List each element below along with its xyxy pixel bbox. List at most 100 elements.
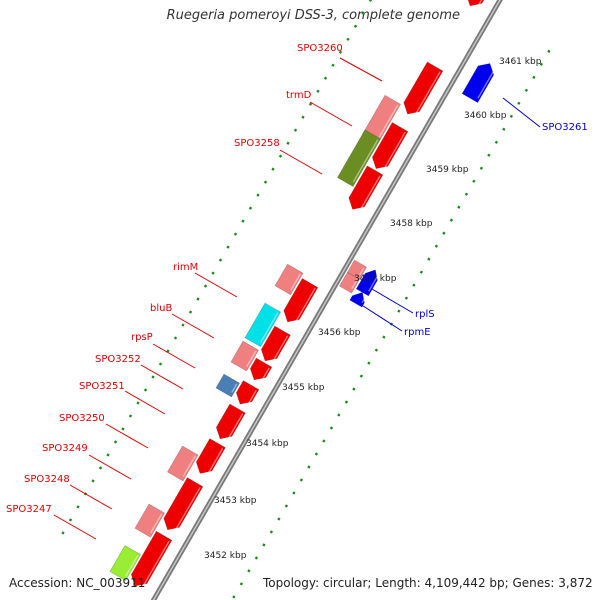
gene-label: SPO3249 bbox=[42, 443, 88, 454]
tick-mark-outer bbox=[98, 466, 103, 470]
scale-label: 3460 kbp bbox=[464, 111, 507, 121]
gene-label: SPO3251 bbox=[79, 381, 125, 392]
gene-arrow-reverse-shade bbox=[368, 273, 380, 292]
tick-mark-outer bbox=[76, 505, 80, 509]
tick-mark-inner bbox=[494, 140, 499, 144]
gene-label-leader bbox=[152, 343, 196, 369]
tick-mark-outer bbox=[203, 284, 208, 288]
gene-arrow-forward-shade bbox=[142, 540, 170, 587]
tick-mark-outer bbox=[211, 271, 215, 275]
tick-mark-inner bbox=[307, 465, 311, 469]
gene-block-SPO3247-shade bbox=[150, 513, 163, 534]
gene-arrow-forward bbox=[130, 530, 173, 587]
tick-mark-outer bbox=[353, 24, 358, 28]
gene-label-leader bbox=[53, 514, 97, 540]
tick-mark-outer bbox=[106, 453, 110, 457]
tick-mark-inner bbox=[382, 335, 386, 339]
gene-arrow-forward-shade bbox=[477, 0, 483, 7]
gene-label: rplS bbox=[415, 309, 435, 320]
tick-mark-outer bbox=[233, 232, 238, 236]
tick-mark-outer bbox=[278, 154, 283, 158]
tick-mark-outer bbox=[361, 11, 365, 15]
tick-mark-outer bbox=[136, 401, 140, 405]
tick-mark-outer bbox=[91, 479, 95, 483]
gene-arrow-forward-shade bbox=[261, 367, 270, 381]
tick-mark-inner bbox=[352, 387, 356, 391]
gene-label: trmD bbox=[286, 90, 312, 101]
gene-label: rpsP bbox=[131, 332, 153, 343]
tick-mark-outer bbox=[226, 245, 230, 249]
tick-mark-inner bbox=[524, 88, 529, 92]
tick-mark-inner bbox=[532, 75, 536, 79]
tick-mark-outer bbox=[346, 37, 350, 41]
gene-block-rplS-shade bbox=[351, 279, 358, 289]
gene-label-leader bbox=[69, 484, 113, 510]
gene-block-SPO3251-shade bbox=[231, 383, 238, 393]
gene-block-SPO3251 bbox=[215, 373, 240, 398]
tick-mark-outer bbox=[173, 336, 178, 340]
tick-mark-outer bbox=[248, 206, 253, 210]
tick-mark-inner bbox=[434, 244, 439, 248]
tick-mark-outer bbox=[256, 193, 260, 197]
scale-label: 3453 kbp bbox=[214, 496, 257, 506]
tick-mark-inner bbox=[254, 556, 259, 560]
gene-block-trmD bbox=[362, 94, 401, 144]
tick-mark-inner bbox=[442, 231, 446, 235]
tick-mark-inner bbox=[367, 361, 371, 365]
map-title: Ruegeria pomeroyi DSS-3, complete genome bbox=[166, 8, 460, 23]
gene-label-leader bbox=[140, 364, 184, 390]
gene-arrow-forward bbox=[249, 357, 273, 381]
gene-label: rimM bbox=[173, 262, 198, 273]
tick-mark-inner bbox=[247, 569, 251, 573]
gene-block-SPO3258 bbox=[337, 129, 381, 187]
gene-label-leader bbox=[339, 57, 383, 82]
tick-mark-outer bbox=[331, 63, 335, 67]
tick-mark-inner bbox=[322, 439, 326, 443]
scale-label: 3454 kbp bbox=[246, 439, 289, 449]
tick-mark-outer bbox=[316, 89, 320, 93]
tick-mark-outer bbox=[128, 414, 133, 418]
tick-mark-outer bbox=[308, 102, 313, 106]
gene-label-leader bbox=[279, 149, 323, 175]
gene-arrow-forward bbox=[260, 325, 291, 362]
gene-arrow-reverse bbox=[461, 63, 495, 104]
gene-arrow-forward bbox=[371, 122, 409, 169]
tick-mark-inner bbox=[337, 413, 341, 417]
gene-block-rpsP-shade bbox=[246, 350, 257, 367]
gene-label-leader bbox=[105, 423, 149, 449]
tick-mark-inner bbox=[344, 400, 349, 404]
tick-mark-inner bbox=[269, 530, 274, 534]
gene-label-leader bbox=[171, 313, 215, 339]
gene-label: SPO3250 bbox=[59, 413, 105, 424]
gene-label: SPO3258 bbox=[234, 138, 280, 149]
tick-mark-outer bbox=[271, 167, 275, 171]
scale-label: 3456 kbp bbox=[318, 328, 361, 338]
tick-mark-inner bbox=[539, 62, 544, 66]
gene-label-leader bbox=[502, 97, 541, 128]
scale-label: 3452 kbp bbox=[204, 551, 247, 561]
tick-mark-outer bbox=[151, 375, 155, 379]
gene-label: SPO3248 bbox=[24, 474, 70, 485]
tick-mark-inner bbox=[359, 374, 364, 378]
gene-block-SPO3258-shade bbox=[352, 139, 379, 183]
scale-label: 3459 kbp bbox=[426, 165, 469, 175]
gene-arrow-forward-shade bbox=[247, 390, 257, 405]
scale-label: 3455 kbp bbox=[282, 383, 325, 393]
gene-label-leader bbox=[88, 454, 132, 480]
gene-block-SPO3248-shade bbox=[182, 455, 196, 477]
gene-arrow-forward bbox=[195, 438, 226, 474]
tick-mark-inner bbox=[457, 205, 461, 209]
topology-label: Topology: circular; Length: 4,109,442 bp… bbox=[263, 576, 593, 590]
gene-arrow-reverse-shade bbox=[477, 68, 496, 99]
tick-mark-inner bbox=[479, 166, 484, 170]
tick-mark-outer bbox=[286, 141, 290, 145]
gene-arrow-forward bbox=[215, 403, 246, 440]
gene-label: SPO3247 bbox=[6, 504, 52, 515]
gene-arrow-forward bbox=[235, 380, 260, 405]
tick-mark-inner bbox=[472, 179, 476, 183]
tick-mark-outer bbox=[293, 128, 298, 132]
gene-block-rpmE bbox=[347, 259, 367, 280]
gene-label-leader bbox=[371, 288, 414, 314]
tick-mark-outer bbox=[121, 427, 125, 431]
